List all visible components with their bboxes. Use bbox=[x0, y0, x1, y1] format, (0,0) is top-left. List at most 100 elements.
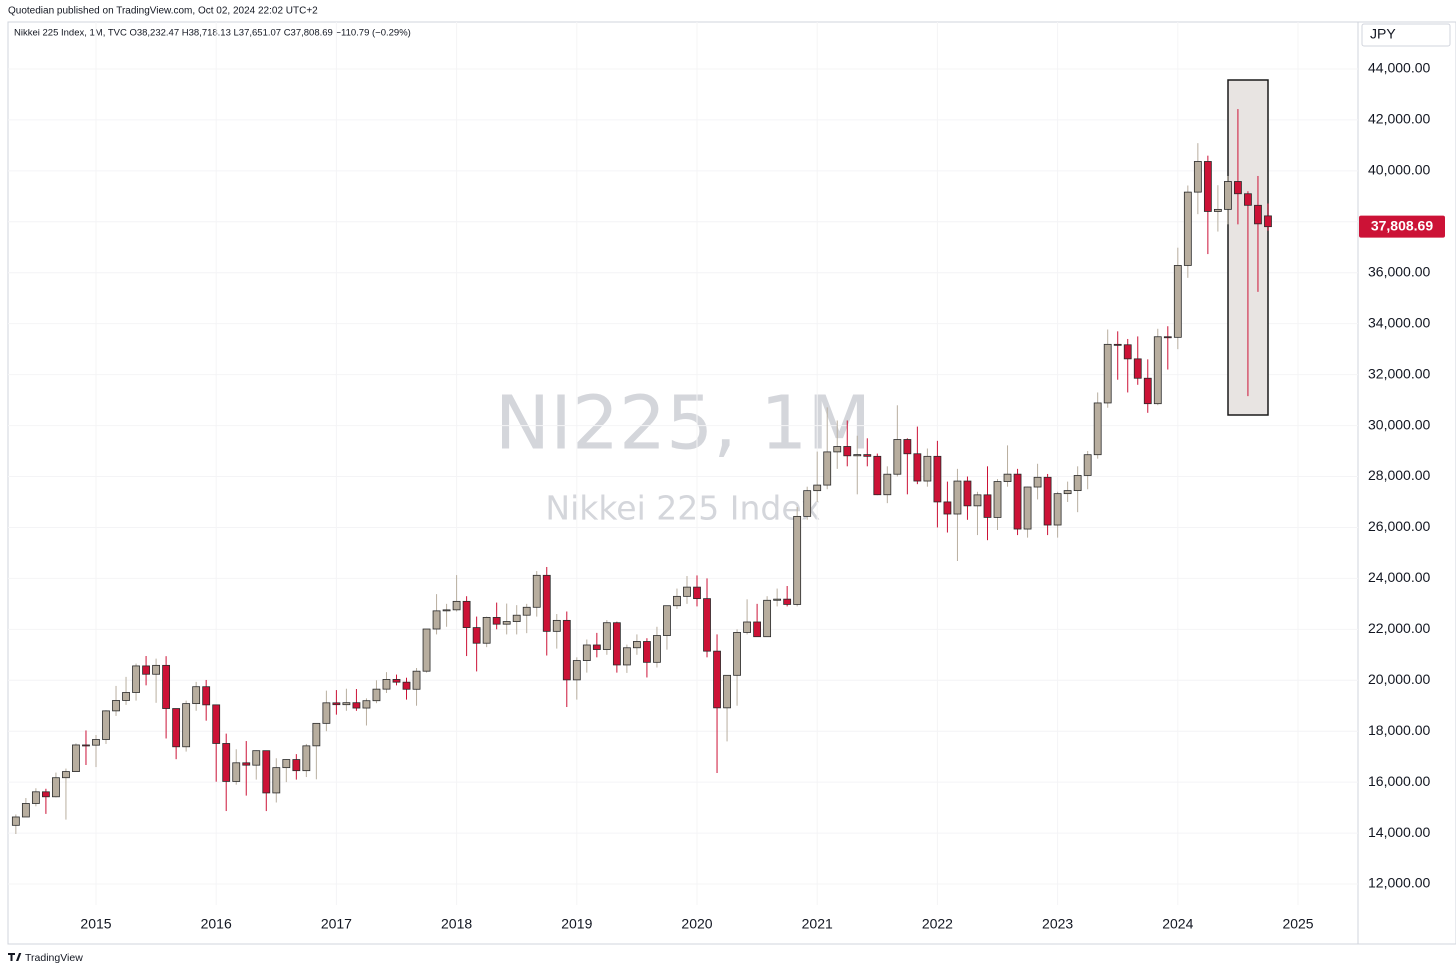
x-tick-label: 2017 bbox=[321, 916, 352, 932]
chart-frame bbox=[7, 21, 1456, 945]
candle-body bbox=[813, 484, 822, 492]
candle-body bbox=[232, 762, 241, 782]
candle-body bbox=[1053, 493, 1062, 526]
candle-body bbox=[953, 480, 962, 515]
candle-body bbox=[1193, 161, 1202, 193]
candle-body bbox=[1163, 336, 1172, 339]
candle-body bbox=[853, 454, 862, 457]
candle-body bbox=[1033, 476, 1042, 488]
candle-body bbox=[31, 791, 40, 804]
x-tick-label: 2016 bbox=[201, 916, 232, 932]
candle-body bbox=[542, 574, 551, 632]
y-tick-label: 42,000.00 bbox=[1368, 111, 1430, 127]
y-tick-label: 20,000.00 bbox=[1368, 671, 1430, 687]
candle-body bbox=[1113, 343, 1122, 346]
y-tick-label: 40,000.00 bbox=[1368, 162, 1430, 178]
candle-body bbox=[522, 606, 531, 616]
x-tick-label: 2021 bbox=[802, 916, 833, 932]
candle-body bbox=[683, 586, 691, 597]
candle-body bbox=[272, 767, 281, 794]
candle-body bbox=[582, 644, 591, 661]
candle-body bbox=[1264, 215, 1272, 228]
candle-body bbox=[1003, 473, 1012, 482]
candle-body bbox=[793, 515, 802, 605]
candle-body bbox=[612, 622, 621, 666]
x-tick-label: 2018 bbox=[441, 916, 472, 932]
candle-body bbox=[552, 619, 561, 632]
y-tick-label: 44,000.00 bbox=[1368, 60, 1430, 76]
y-tick-label: 18,000.00 bbox=[1368, 722, 1430, 738]
candle-body bbox=[653, 635, 661, 663]
candle-body bbox=[1203, 161, 1212, 212]
candle-body bbox=[703, 598, 711, 652]
x-tick-label: 2015 bbox=[80, 916, 111, 932]
candle-body bbox=[993, 481, 1002, 518]
candle-body bbox=[182, 703, 191, 748]
publisher-line: Quotedian published on TradingView.com, … bbox=[8, 6, 318, 17]
candle-body bbox=[92, 739, 100, 746]
candle-body bbox=[392, 679, 401, 683]
currency: JPY bbox=[1370, 26, 1396, 42]
candle-body bbox=[1023, 486, 1032, 530]
candle-body bbox=[82, 744, 90, 747]
x-tick-label: 2020 bbox=[681, 916, 712, 932]
candle-body bbox=[332, 702, 341, 706]
candle-body bbox=[11, 816, 20, 826]
x-tick-label: 2022 bbox=[922, 916, 953, 932]
candle-body bbox=[112, 700, 120, 712]
candle-body bbox=[713, 650, 721, 709]
candle-body bbox=[482, 616, 491, 644]
candle-body bbox=[973, 494, 982, 507]
candle-body bbox=[422, 628, 431, 672]
candle-body bbox=[492, 616, 501, 625]
candle-body bbox=[943, 501, 952, 515]
candles bbox=[11, 109, 1272, 834]
x-tick-label: 2025 bbox=[1282, 916, 1313, 932]
candle-body bbox=[1183, 191, 1192, 266]
y-tick-label: 36,000.00 bbox=[1368, 263, 1430, 279]
candle-body bbox=[1063, 490, 1072, 495]
y-tick-label: 26,000.00 bbox=[1368, 518, 1430, 534]
y-tick-label: 12,000.00 bbox=[1368, 875, 1430, 891]
candle-body bbox=[442, 609, 451, 612]
candle-body bbox=[192, 686, 201, 705]
candle-body bbox=[723, 674, 731, 709]
branding-logo: TradingView bbox=[8, 952, 83, 964]
candle-body bbox=[873, 455, 882, 496]
candle-body bbox=[923, 455, 932, 482]
candle-body bbox=[883, 473, 892, 496]
candle-body bbox=[663, 605, 671, 636]
candle-body bbox=[242, 762, 251, 766]
x-tick-label: 2024 bbox=[1162, 916, 1193, 932]
candle-body bbox=[1143, 377, 1152, 405]
candle-body bbox=[753, 621, 762, 638]
candle-body bbox=[833, 446, 842, 453]
candle-body bbox=[572, 660, 581, 681]
candle-body bbox=[252, 750, 261, 766]
candle-body bbox=[222, 743, 231, 782]
candle-body bbox=[152, 664, 160, 675]
candle-body bbox=[743, 621, 751, 633]
candle-body bbox=[62, 771, 70, 779]
candle-body bbox=[1153, 336, 1162, 405]
grid bbox=[8, 22, 1358, 905]
candle-body bbox=[472, 627, 481, 644]
watermark-symbol: NI225, 1M bbox=[495, 381, 871, 467]
y-tick-label: 32,000.00 bbox=[1368, 365, 1430, 381]
candle-body bbox=[1133, 358, 1142, 379]
candle-body bbox=[633, 641, 641, 649]
candle-body bbox=[352, 702, 361, 709]
axes: 12,000.00 14,000.00 16,000.00 18,000.00 20,0… bbox=[80, 60, 1445, 932]
candle-body bbox=[142, 665, 150, 675]
candle-body bbox=[863, 454, 872, 457]
candle-body bbox=[52, 777, 60, 798]
candle-body bbox=[622, 647, 631, 666]
candle-body bbox=[172, 708, 181, 748]
last-price-box bbox=[1359, 215, 1445, 238]
candle-body bbox=[803, 490, 812, 517]
candle-body bbox=[132, 665, 140, 693]
candle-body bbox=[512, 614, 521, 622]
